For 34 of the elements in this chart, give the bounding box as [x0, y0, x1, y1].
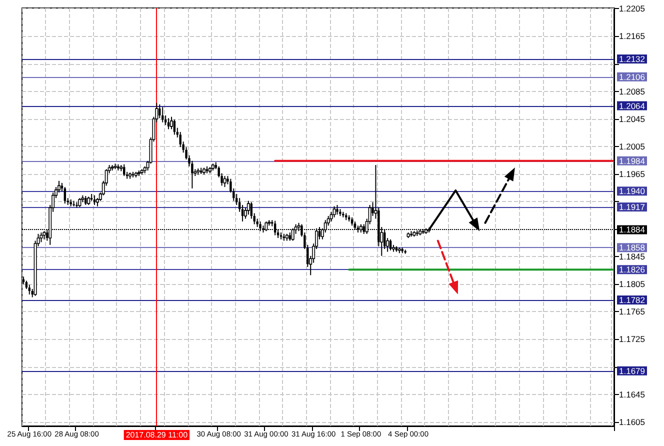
- ref-line-label: 1.1984: [619, 156, 646, 166]
- y-tick-label: 1.2045: [619, 114, 646, 124]
- candlestick: [64, 186, 66, 204]
- y-tick-label: 1.1805: [619, 279, 646, 290]
- candlestick: [332, 206, 336, 218]
- y-tick-label: 1.2165: [619, 31, 646, 42]
- ref-line-label: 1.2132: [619, 54, 646, 64]
- ref-line-label: 1.2064: [619, 100, 646, 111]
- ref-line-label: 1.1858: [619, 242, 646, 253]
- y-tick-label: 1.1765: [619, 306, 646, 317]
- y-tick-label: 1.2205: [619, 4, 646, 14]
- ref-line-label: 1.1884: [619, 224, 646, 235]
- ref-line-label: 1.1940: [619, 186, 646, 196]
- y-tick-label: 1.2005: [619, 141, 646, 152]
- x-tick-label: 2017.08.29 11:00: [126, 430, 188, 440]
- candlestick: [40, 232, 43, 243]
- candlestick: [123, 164, 126, 177]
- ref-line-label: 1.2106: [619, 72, 646, 82]
- candlestick: [246, 200, 250, 216]
- candlestick: [223, 176, 226, 188]
- y-tick-label: 1.1965: [619, 168, 646, 179]
- ref-line-label: 1.1826: [619, 264, 646, 275]
- y-tick-label: 1.1645: [619, 389, 646, 400]
- y-tick-label: 1.1845: [619, 252, 646, 262]
- candlestick: [336, 204, 338, 216]
- candlestick: [173, 119, 176, 136]
- ref-line-label: 1.1679: [619, 366, 646, 376]
- ref-line-label: 1.1782: [619, 294, 646, 305]
- candlestick: [28, 284, 31, 295]
- y-tick-label: 1.2085: [619, 86, 646, 96]
- ref-line-label: 1.1917: [619, 202, 646, 212]
- y-tick-label: 1.1725: [619, 334, 646, 344]
- candlestick: [158, 104, 161, 119]
- y-tick-label: 1.1605: [619, 416, 646, 427]
